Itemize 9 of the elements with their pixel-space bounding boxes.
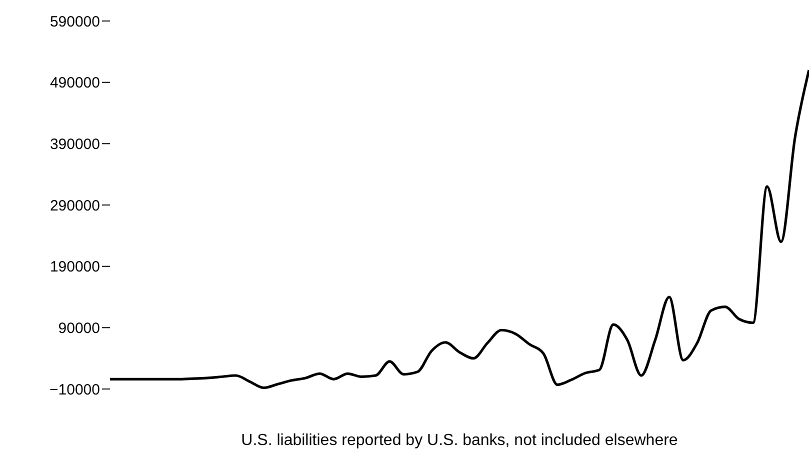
line-series: [108, 68, 809, 389]
y-tick-label: 190000: [50, 258, 100, 276]
y-tick-label: 90000: [58, 320, 100, 337]
y-tick-label: 590000: [50, 13, 100, 30]
x-axis-title: U.S. liabilities reported by U.S. banks, not included elsewhere: [241, 432, 678, 449]
y-tick-label: 290000: [50, 197, 100, 214]
y-tick-label: 390000: [50, 136, 100, 153]
y-tick-label: 490000: [50, 74, 100, 92]
y-tick-label: −10000: [50, 381, 100, 398]
